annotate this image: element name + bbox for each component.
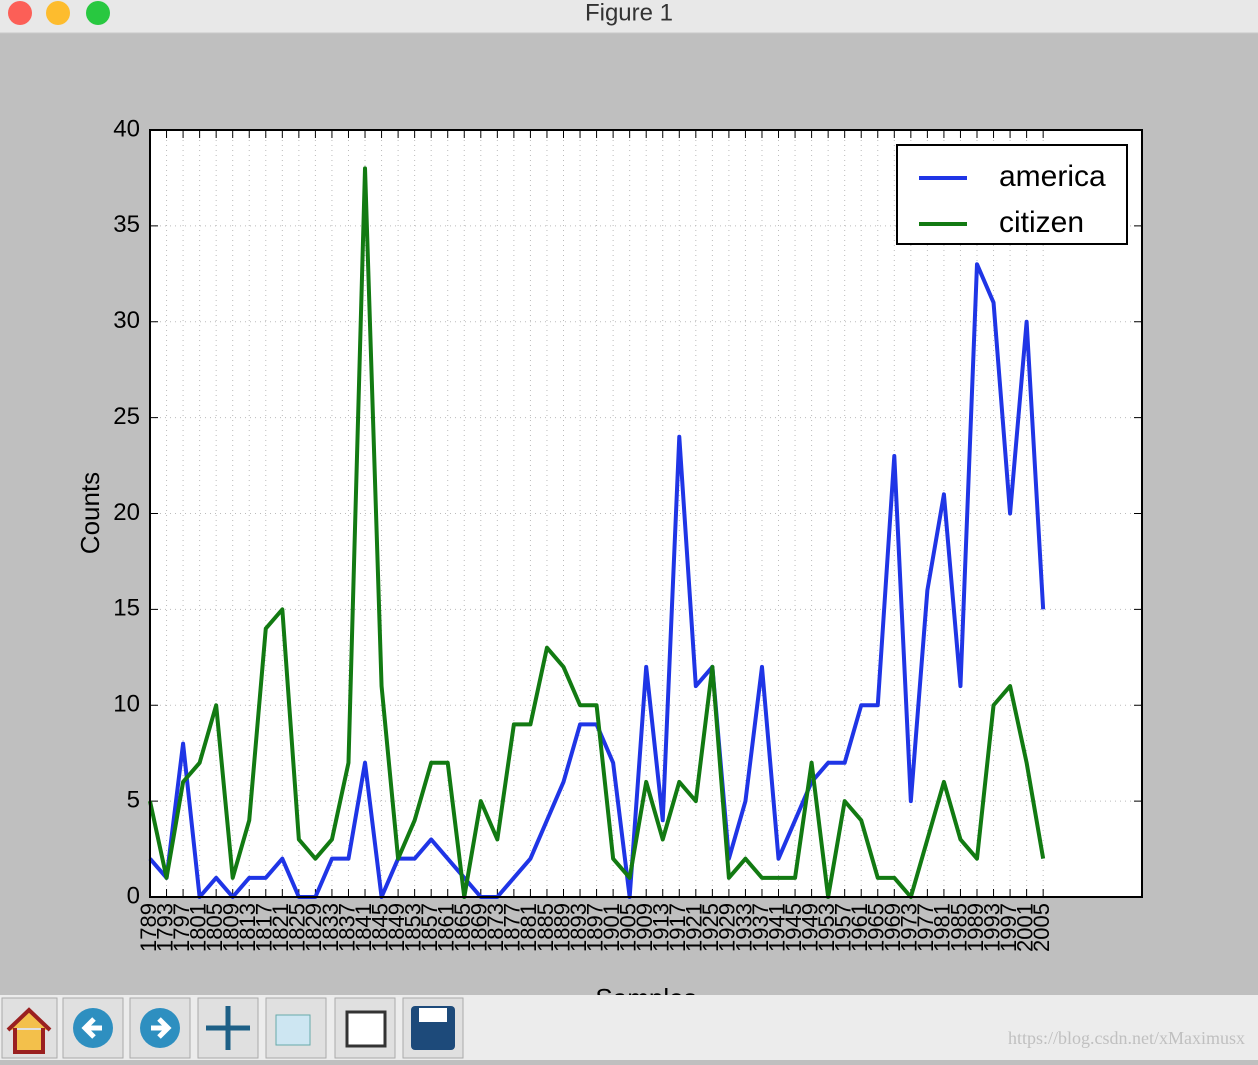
x-tick-label: 1817 [252, 903, 277, 952]
title-bar [0, 0, 1258, 33]
x-tick-label: 1853 [400, 903, 425, 952]
x-tick-label: 1825 [285, 903, 310, 952]
x-tick-label: 1925 [698, 903, 723, 952]
x-tick-label: 2005 [1029, 903, 1054, 952]
x-tick-label: 1905 [615, 903, 640, 952]
zoom-rect-icon [275, 1014, 311, 1046]
x-tick-label: 1937 [748, 903, 773, 952]
x-tick-label: 1929 [715, 903, 740, 952]
y-tick-label: 30 [113, 307, 140, 334]
y-tick-label: 5 [127, 786, 140, 813]
x-tick-label: 1821 [268, 903, 293, 952]
y-tick-label: 10 [113, 691, 140, 718]
x-tick-label: 1901 [599, 903, 624, 952]
x-tick-label: 1981 [930, 903, 955, 952]
x-tick-label: 1945 [781, 903, 806, 952]
x-tick-label: 1873 [483, 903, 508, 952]
x-tick-label: 1933 [731, 903, 756, 952]
x-tick-label: 1985 [946, 903, 971, 952]
legend-box [896, 144, 1128, 245]
x-tick-label: 1865 [450, 903, 475, 952]
x-tick-label: 1845 [367, 903, 392, 952]
legend-label: america [999, 160, 1106, 193]
x-tick-label: 1969 [880, 903, 905, 952]
x-tick-label: 1993 [979, 903, 1004, 952]
minimize-button[interactable] [46, 1, 70, 25]
forward-arrow [151, 1017, 172, 1039]
x-tick-label: 1889 [549, 903, 574, 952]
x-tick-label: 1961 [847, 903, 872, 952]
x-tick-label: 1857 [417, 903, 442, 952]
save-icon-label [419, 1008, 447, 1022]
y-tick-label: 20 [113, 499, 140, 526]
zoom-button[interactable] [86, 1, 110, 25]
watermark: https://blog.csdn.net/xMaximusx [1008, 1028, 1245, 1048]
x-tick-label: 1953 [814, 903, 839, 952]
legend-label: citizen [999, 206, 1084, 239]
x-tick-label: 1849 [384, 903, 409, 952]
x-tick-label: 1949 [797, 903, 822, 952]
x-tick-label: 1989 [963, 903, 988, 952]
y-tick-label: 40 [113, 115, 140, 142]
x-tick-label: 1833 [318, 903, 343, 952]
x-tick-label: 1793 [152, 903, 177, 952]
x-tick-label: 1917 [665, 903, 690, 952]
home-icon [6, 1007, 52, 1054]
x-tick-label: 1957 [830, 903, 855, 952]
y-tick-label: 0 [127, 882, 140, 909]
x-tick-label: 1973 [897, 903, 922, 952]
x-tick-label: 1813 [235, 903, 260, 952]
x-tick-label: 1965 [864, 903, 889, 952]
x-tick-label: 1893 [566, 903, 591, 952]
window-title: Figure 1 [585, 0, 673, 26]
x-tick-label: 1869 [467, 903, 492, 952]
x-tick-label: 1789 [136, 903, 161, 952]
x-tick-label: 1913 [649, 903, 674, 952]
x-tick-label: 1801 [185, 903, 210, 952]
x-tick-label: 1881 [516, 903, 541, 952]
x-tick-label: 1809 [219, 903, 244, 952]
line-series [148, 166, 1046, 899]
y-tick-label: 35 [113, 211, 140, 238]
close-button[interactable] [8, 1, 32, 25]
back-arrow [81, 1017, 102, 1039]
x-tick-label: 1805 [202, 903, 227, 952]
x-tick-label: 1841 [351, 903, 376, 952]
x-tick-label: 1797 [169, 903, 194, 952]
x-tick-label: 1909 [632, 903, 657, 952]
plot-frame [149, 129, 1143, 898]
toolbar-buttons [1, 997, 464, 1059]
x-tick-label: 1921 [682, 903, 707, 952]
subplots-icon [345, 1010, 387, 1048]
x-tick-label: 1861 [434, 903, 459, 952]
y-tick-label: 15 [113, 595, 140, 622]
x-tick-label: 2001 [1012, 903, 1037, 952]
x-tick-label: 1837 [334, 903, 359, 952]
y-tick-label: 25 [113, 403, 140, 430]
x-tick-label: 1897 [582, 903, 607, 952]
x-tick-label: 1977 [913, 903, 938, 952]
x-tick-label: 1885 [533, 903, 558, 952]
pan-icon [206, 1006, 250, 1050]
x-tick-label: 1877 [500, 903, 525, 952]
x-tick-label: 1941 [764, 903, 789, 952]
y-axis-label: Counts [75, 472, 105, 554]
x-tick-label: 1997 [996, 903, 1021, 952]
x-tick-label: 1829 [301, 903, 326, 952]
